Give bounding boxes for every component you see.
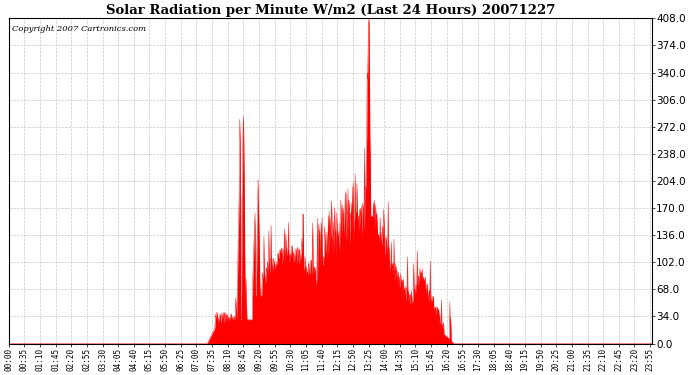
Title: Solar Radiation per Minute W/m2 (Last 24 Hours) 20071227: Solar Radiation per Minute W/m2 (Last 24… [106,4,555,17]
Text: Copyright 2007 Cartronics.com: Copyright 2007 Cartronics.com [12,25,146,33]
